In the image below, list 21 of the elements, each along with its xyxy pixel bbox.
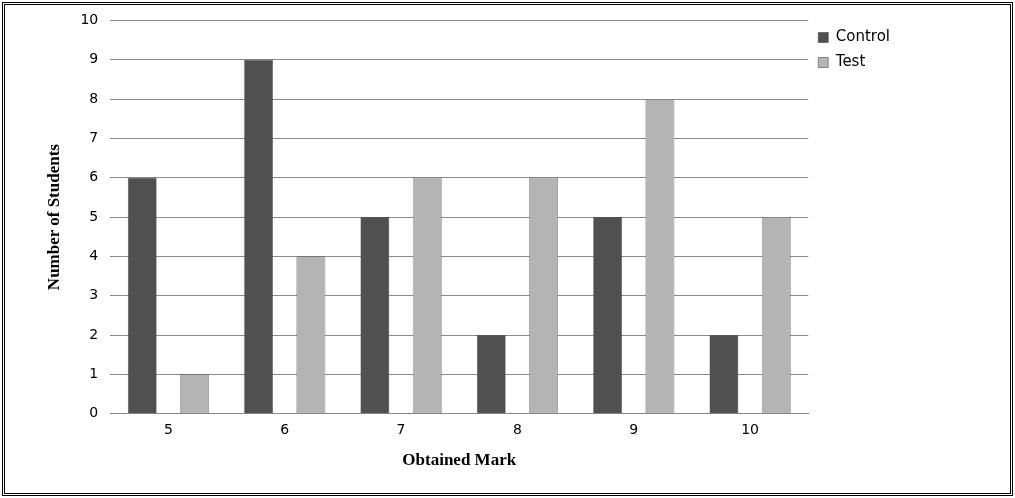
y-axis-title: Number of Students bbox=[43, 143, 63, 291]
x-tick-label: 5 bbox=[163, 420, 173, 437]
x-tick-label: 6 bbox=[280, 420, 290, 437]
y-tick-label: 5 bbox=[89, 207, 99, 224]
x-tick-label: 8 bbox=[512, 420, 522, 437]
y-tick-label: 3 bbox=[89, 286, 99, 303]
x-tick-label: 10 bbox=[741, 420, 760, 437]
legend-label: Test bbox=[834, 52, 866, 71]
y-tick-label: 4 bbox=[89, 247, 99, 264]
y-tick-label: 2 bbox=[89, 325, 99, 342]
y-tick-label: 9 bbox=[89, 50, 99, 67]
x-axis-title: Obtained Mark bbox=[402, 450, 517, 470]
y-tick-label: 8 bbox=[89, 89, 99, 106]
y-tick-label: 7 bbox=[89, 129, 99, 146]
legend-label: Control bbox=[835, 27, 891, 46]
x-tick-label: 9 bbox=[629, 420, 639, 437]
y-tick-label: 1 bbox=[89, 365, 99, 382]
y-tick-label: 6 bbox=[89, 168, 99, 185]
y-tick-label: 10 bbox=[80, 11, 99, 28]
y-tick-label: 0 bbox=[89, 404, 99, 421]
x-tick-label: 7 bbox=[396, 420, 406, 437]
